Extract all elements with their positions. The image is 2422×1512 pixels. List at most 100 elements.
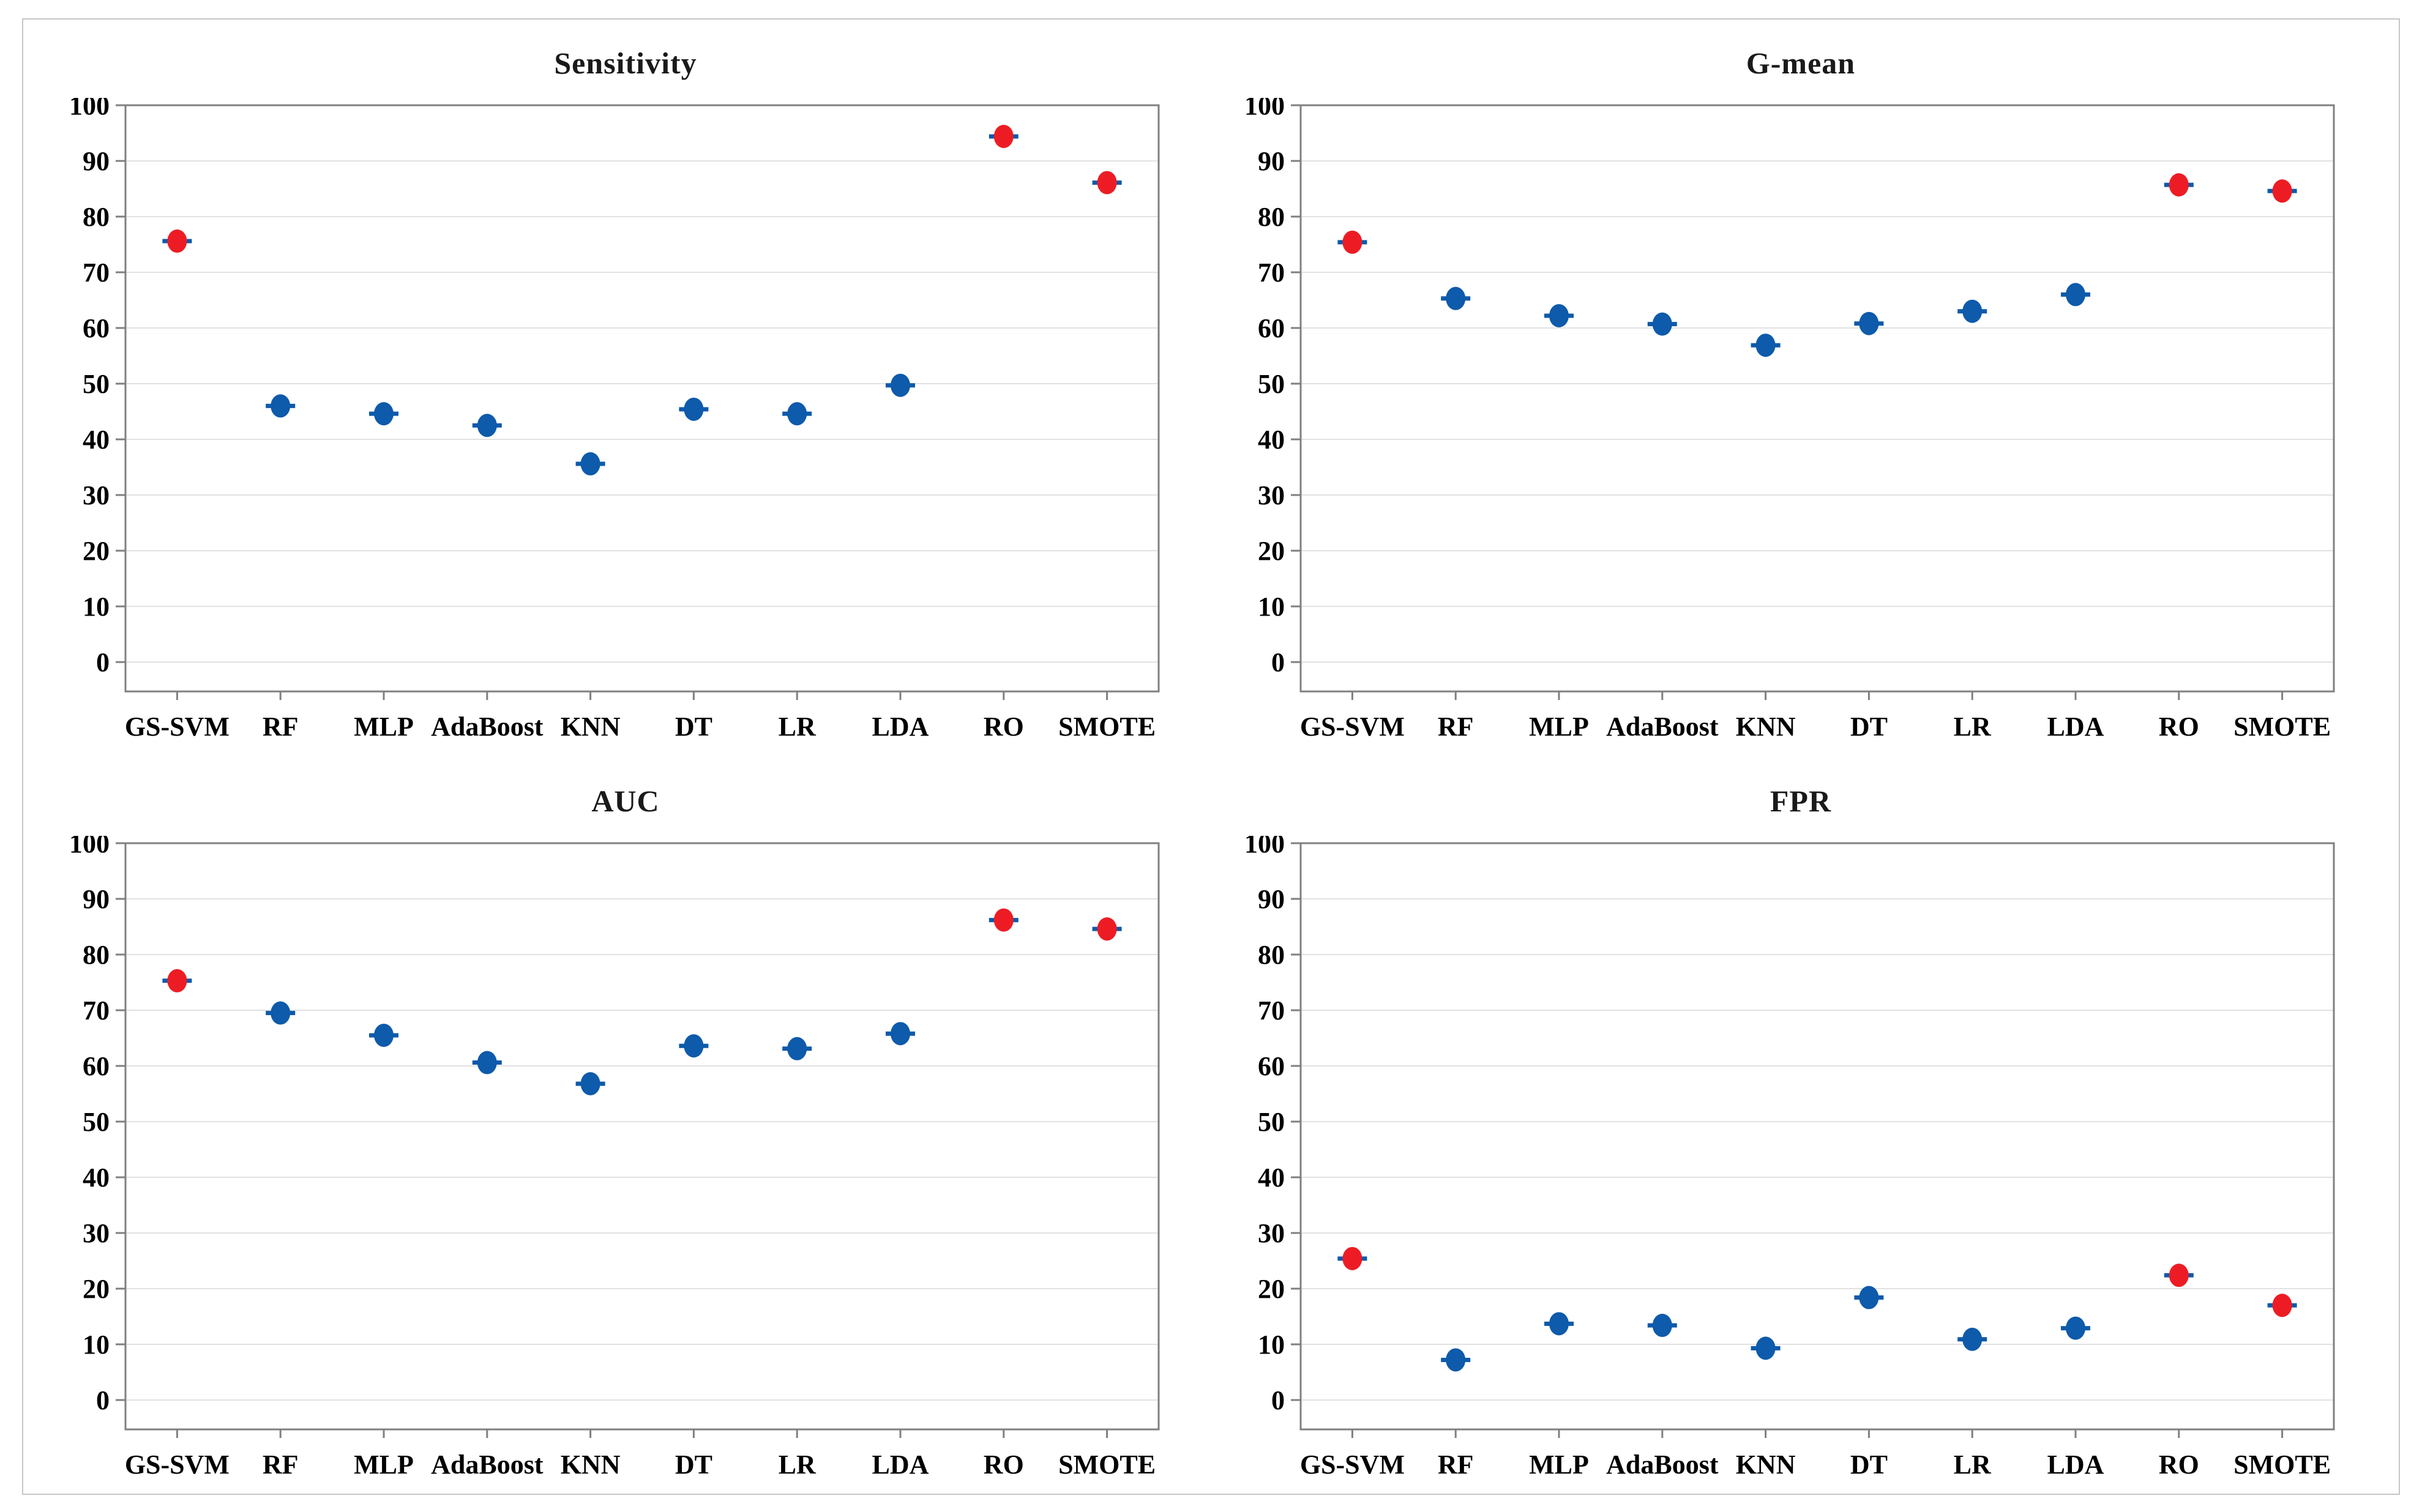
y-tick-label: 50 bbox=[83, 1107, 110, 1137]
data-point-LR bbox=[1962, 299, 1983, 323]
x-category-label-SMOTE: SMOTE bbox=[2233, 712, 2331, 742]
y-tick-label: 40 bbox=[83, 425, 110, 455]
data-point-LR bbox=[1962, 1327, 1983, 1351]
x-category-label-LDA: LDA bbox=[872, 1450, 929, 1480]
x-category-label-RF: RF bbox=[1438, 712, 1474, 742]
x-category-label-KNN: KNN bbox=[561, 1450, 621, 1480]
plot-box bbox=[1299, 842, 2335, 1431]
x-category-label-RO: RO bbox=[984, 712, 1024, 742]
x-category-label-SMOTE: SMOTE bbox=[1058, 1450, 1156, 1480]
x-category-label-LR: LR bbox=[779, 1450, 817, 1480]
y-tick-label: 60 bbox=[83, 313, 110, 343]
data-point-SMOTE bbox=[1097, 917, 1117, 941]
y-tick-label: 50 bbox=[83, 369, 110, 399]
data-point-AdaBoost bbox=[1652, 1314, 1672, 1338]
x-category-label-DT: DT bbox=[675, 1450, 712, 1480]
x-category-label-GS-SVM: GS-SVM bbox=[125, 1450, 230, 1480]
chart-title-sensitivity: Sensitivity bbox=[554, 46, 697, 80]
y-tick-label: 100 bbox=[69, 836, 110, 858]
y-tick-label: 0 bbox=[96, 1385, 110, 1415]
gmean-scatter-plot: 0 10 20 30 40 50 60 70 80 90 100 GS-SVM RF MLP AdaBoos… bbox=[1244, 98, 2335, 742]
y-tick-label: 90 bbox=[83, 146, 110, 176]
plot-box bbox=[1299, 104, 2335, 693]
y-tick-label: 100 bbox=[1244, 98, 1285, 121]
y-tick-label: 0 bbox=[1271, 647, 1285, 677]
y-tick-label: 100 bbox=[1244, 836, 1285, 858]
y-tick-label: 10 bbox=[83, 1330, 110, 1360]
data-point-LR bbox=[787, 402, 807, 426]
x-category-label-DT: DT bbox=[675, 712, 712, 742]
data-point-GS-SVM bbox=[1342, 1246, 1362, 1270]
x-category-label-KNN: KNN bbox=[1736, 712, 1796, 742]
data-point-RO bbox=[2169, 173, 2189, 197]
x-category-label-LR: LR bbox=[779, 712, 817, 742]
data-point-KNN bbox=[1755, 1336, 1776, 1360]
y-tick-label: 40 bbox=[1258, 1163, 1285, 1193]
data-point-MLP bbox=[1549, 304, 1569, 327]
x-category-label-RO: RO bbox=[984, 1450, 1024, 1480]
x-category-label-SMOTE: SMOTE bbox=[1058, 712, 1156, 742]
x-category-label-RF: RF bbox=[263, 1450, 299, 1480]
data-point-DT bbox=[1859, 311, 1879, 335]
data-point-AdaBoost bbox=[477, 1051, 497, 1074]
x-category-label-LDA: LDA bbox=[2047, 1450, 2104, 1480]
chart-panel-fpr: FPR 0 10 20 30 40 50 60 70 80 90 100 GS-SVM RF MLP Ada… bbox=[1213, 764, 2388, 1486]
y-tick-label: 10 bbox=[83, 592, 110, 622]
chart-title-auc: AUC bbox=[591, 784, 660, 818]
data-point-AdaBoost bbox=[477, 414, 497, 438]
y-tick-label: 0 bbox=[1271, 1385, 1285, 1415]
sensitivity-scatter-plot: 0 10 20 30 40 50 60 70 80 90 100 GS-SVM RF MLP AdaBoos… bbox=[69, 98, 1160, 742]
x-category-label-LR: LR bbox=[1954, 712, 1992, 742]
auc-scatter-plot: 0 10 20 30 40 50 60 70 80 90 100 GS-SVM RF MLP AdaBoos… bbox=[69, 836, 1160, 1480]
y-tick-label: 70 bbox=[1258, 996, 1285, 1026]
y-tick-label: 10 bbox=[1258, 592, 1285, 622]
x-category-label-MLP: MLP bbox=[354, 1450, 414, 1480]
y-tick-label: 80 bbox=[83, 940, 110, 970]
data-point-RF bbox=[1446, 286, 1466, 310]
data-point-SMOTE bbox=[2272, 1294, 2292, 1317]
data-point-RF bbox=[271, 1001, 291, 1025]
x-category-label-RF: RF bbox=[1438, 1450, 1474, 1480]
plot-box bbox=[124, 842, 1160, 1431]
data-point-DT bbox=[1859, 1286, 1879, 1309]
data-point-MLP bbox=[374, 402, 394, 426]
fpr-scatter-plot: 0 10 20 30 40 50 60 70 80 90 100 GS-SVM RF MLP AdaBoos… bbox=[1244, 836, 2335, 1480]
chart-title-fpr: FPR bbox=[1770, 784, 1832, 818]
y-tick-label: 70 bbox=[83, 258, 110, 288]
y-tick-label: 30 bbox=[83, 1218, 110, 1248]
x-category-label-RO: RO bbox=[2159, 712, 2199, 742]
y-tick-label: 60 bbox=[1258, 313, 1285, 343]
x-category-label-LDA: LDA bbox=[872, 712, 929, 742]
chart-panel-sensitivity: Sensitivity 0 10 20 30 40 50 60 70 80 90 100 GS-SVM… bbox=[38, 26, 1213, 748]
y-tick-label: 10 bbox=[1258, 1330, 1285, 1360]
x-category-label-AdaBoost: AdaBoost bbox=[1606, 712, 1719, 742]
x-category-label-LR: LR bbox=[1954, 1450, 1992, 1480]
y-tick-label: 90 bbox=[83, 884, 110, 914]
data-point-MLP bbox=[1549, 1312, 1569, 1336]
data-point-KNN bbox=[1755, 333, 1776, 357]
x-category-label-RO: RO bbox=[2159, 1450, 2199, 1480]
data-point-GS-SVM bbox=[167, 969, 187, 992]
x-category-label-GS-SVM: GS-SVM bbox=[1300, 1450, 1405, 1480]
data-point-DT bbox=[684, 397, 704, 421]
x-category-label-GS-SVM: GS-SVM bbox=[1300, 712, 1405, 742]
x-category-label-SMOTE: SMOTE bbox=[2233, 1450, 2331, 1480]
data-point-RO bbox=[993, 124, 1014, 148]
y-tick-label: 60 bbox=[1258, 1051, 1285, 1081]
data-point-RF bbox=[271, 394, 291, 418]
y-tick-label: 100 bbox=[69, 98, 110, 121]
data-point-LDA bbox=[891, 1022, 910, 1046]
y-tick-label: 50 bbox=[1258, 369, 1285, 399]
x-category-label-MLP: MLP bbox=[354, 712, 414, 742]
x-category-label-GS-SVM: GS-SVM bbox=[125, 712, 230, 742]
x-category-label-MLP: MLP bbox=[1529, 1450, 1589, 1480]
chart-panel-auc: AUC 0 10 20 30 40 50 60 70 80 90 100 GS-SVM RF MLP Ada… bbox=[38, 764, 1213, 1486]
data-point-LR bbox=[787, 1037, 807, 1060]
data-point-DT bbox=[684, 1034, 704, 1058]
data-point-GS-SVM bbox=[1342, 230, 1362, 254]
x-category-label-AdaBoost: AdaBoost bbox=[1606, 1450, 1719, 1480]
x-category-label-KNN: KNN bbox=[561, 712, 621, 742]
y-tick-label: 40 bbox=[83, 1163, 110, 1193]
data-point-LDA bbox=[891, 373, 910, 397]
